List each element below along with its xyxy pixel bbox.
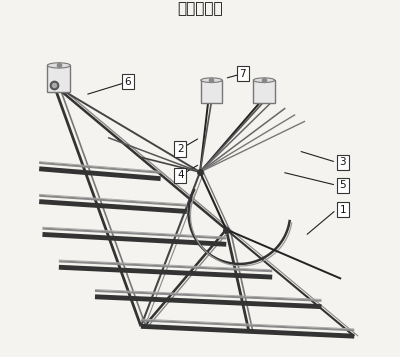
Text: 4: 4 (177, 170, 184, 180)
Text: 5: 5 (340, 180, 346, 190)
Text: 说明书附图: 说明书附图 (177, 1, 223, 16)
Bar (253, 80, 275, 103)
Text: 3: 3 (340, 157, 346, 167)
Text: 6: 6 (124, 77, 131, 87)
Bar (201, 80, 222, 103)
Ellipse shape (253, 78, 275, 82)
Text: 1: 1 (340, 205, 346, 215)
Ellipse shape (201, 78, 222, 82)
Bar (47, 65, 70, 92)
Text: 7: 7 (239, 69, 246, 79)
Ellipse shape (47, 63, 70, 68)
Text: 2: 2 (177, 144, 184, 154)
